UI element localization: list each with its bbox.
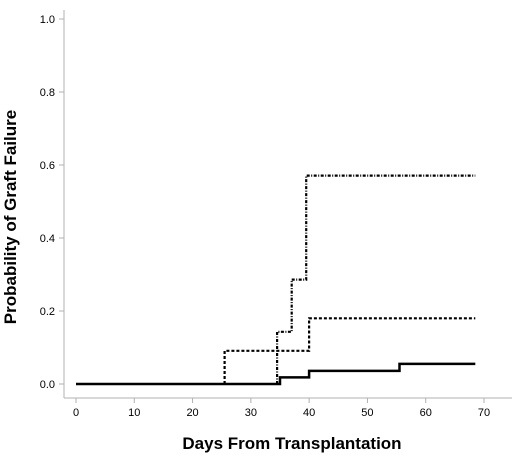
x-tick-label: 0: [73, 407, 79, 419]
axes: [63, 10, 512, 399]
x-tick-label: 30: [245, 407, 257, 419]
x-tick-label: 20: [186, 407, 198, 419]
x-tick-label: 50: [361, 407, 373, 419]
x-tick-label: 10: [128, 407, 140, 419]
y-tick-label: 0.8: [40, 87, 55, 99]
x-ticks: 0 10 20 30 40 50 60 70: [73, 398, 490, 419]
x-tick-label: 70: [478, 407, 490, 419]
x-axis-title: Days From Transplantation: [182, 434, 401, 453]
y-ticks: 0.0 0.2 0.4 0.6 0.8 1.0: [40, 14, 64, 391]
series-line-dash-dot: [276, 174, 476, 384]
series-line-dashed: [223, 317, 476, 384]
series-group: [76, 174, 476, 386]
y-axis-title: Probability of Graft Failure: [1, 110, 20, 324]
x-tick-label: 40: [303, 407, 315, 419]
series-line-solid: [76, 362, 476, 386]
y-tick-label: 0.6: [40, 160, 55, 172]
x-tick-label: 60: [420, 407, 432, 419]
y-tick-label: 0.4: [40, 233, 55, 245]
y-tick-label: 0.0: [40, 379, 55, 391]
y-tick-label: 1.0: [40, 14, 55, 26]
y-tick-label: 0.2: [40, 306, 55, 318]
